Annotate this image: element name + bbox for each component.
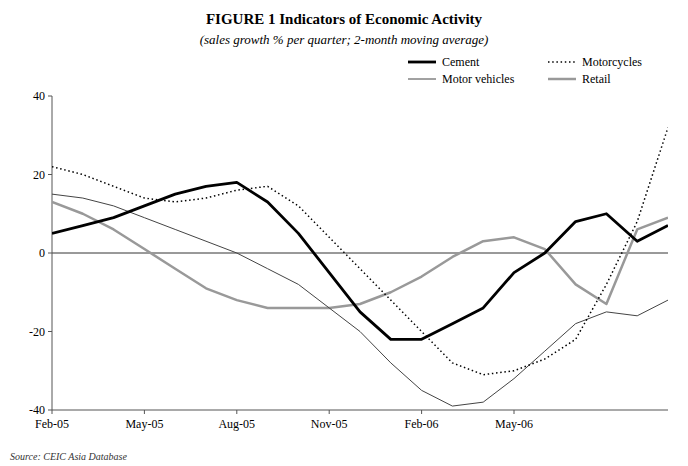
y-tick <box>48 331 52 332</box>
x-tick <box>236 410 237 414</box>
x-tick-label: Nov-05 <box>311 417 348 431</box>
y-tick-label: 40 <box>33 89 45 103</box>
legend-label: Motor vehicles <box>442 72 515 86</box>
source-note: Source: CEIC Asia Database <box>10 451 127 462</box>
x-tick <box>52 410 53 414</box>
legend-label: Motorcycles <box>582 55 642 69</box>
y-tick-label: -20 <box>29 325 45 339</box>
zero-line <box>52 253 668 254</box>
y-tick <box>48 410 52 411</box>
series-line <box>52 194 668 406</box>
y-tick <box>48 96 52 97</box>
series-line <box>52 127 668 374</box>
legend-swatch <box>548 61 576 63</box>
x-axis <box>52 410 668 411</box>
legend-swatch <box>408 79 436 80</box>
x-tick-label: May-06 <box>495 417 533 431</box>
axes: -40 -20 0 20 40 Feb-05 May-05 Aug-05 Nov-05 Feb-0… <box>29 89 668 431</box>
legend-swatch <box>548 78 576 81</box>
title: FIGURE 1 Indicators of Economic Activity <box>206 11 483 27</box>
legend: Cement Motorcycles Motor vehicles Retail <box>408 55 642 86</box>
x-tick <box>144 410 145 414</box>
y-axis <box>52 96 53 410</box>
lines <box>52 127 668 406</box>
x-tick <box>329 410 330 414</box>
y-tick-label: 20 <box>33 168 45 182</box>
legend-swatch <box>408 61 436 64</box>
x-tick-label: May-05 <box>125 417 163 431</box>
series-line <box>52 182 668 339</box>
subtitle: (sales growth % per quarter; 2-month mov… <box>200 32 489 47</box>
y-tick-label: 0 <box>39 246 45 260</box>
x-tick-label: Aug-05 <box>218 417 255 431</box>
x-tick-label: Feb-05 <box>35 417 69 431</box>
x-tick-label: Feb-06 <box>405 417 439 431</box>
x-tick <box>421 410 422 414</box>
y-tick <box>48 174 52 175</box>
legend-label: Retail <box>582 72 611 86</box>
chart: FIGURE 1 Indicators of Economic Activity… <box>0 0 688 466</box>
y-tick-label: -40 <box>29 403 45 417</box>
x-tick <box>514 410 515 414</box>
y-tick <box>48 253 52 254</box>
legend-label: Cement <box>442 55 480 69</box>
